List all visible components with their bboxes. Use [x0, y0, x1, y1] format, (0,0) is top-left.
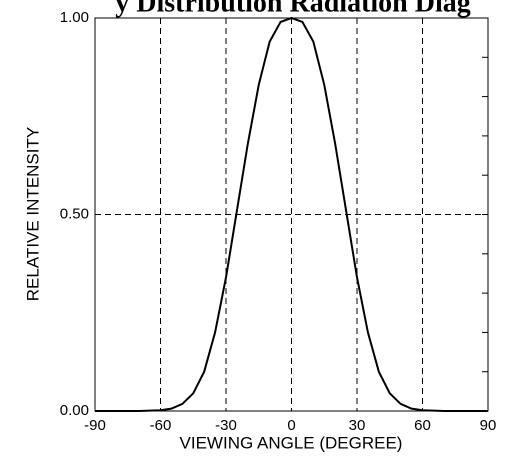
x-tick-label: -90: [84, 417, 106, 434]
y-tick-label: 1.00: [60, 9, 89, 26]
x-tick-label: -30: [215, 417, 237, 434]
x-tick-label: 60: [414, 417, 431, 434]
chart-title: y Distribution Radiation Diag: [115, 0, 471, 18]
axis-ticks: [482, 17, 488, 412]
y-axis-label: RELATIVE INTENSITY: [23, 127, 42, 301]
x-tick-label: 30: [349, 417, 366, 434]
tick-labels: -90 -60 -30 0 30 60 90 0.00 0.50 1.00: [60, 9, 497, 434]
x-tick-label: 90: [480, 417, 497, 434]
x-tick-label: 0: [287, 417, 295, 434]
y-tick-label: 0.50: [60, 205, 89, 222]
x-axis-label: VIEWING ANGLE (DEGREE): [180, 433, 403, 452]
y-tick-label: 0.00: [60, 402, 89, 419]
intensity-curve: [95, 16, 488, 412]
x-tick-label: -60: [150, 417, 172, 434]
grid: [95, 18, 488, 411]
